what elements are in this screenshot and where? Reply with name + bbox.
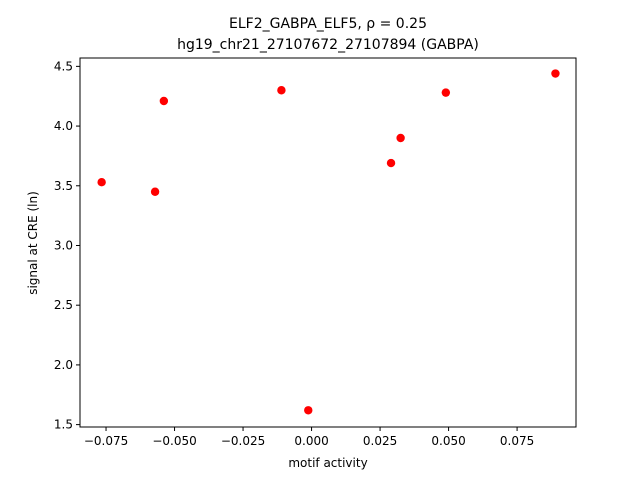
- data-point: [277, 86, 286, 95]
- y-tick-label: 4.0: [54, 119, 73, 133]
- x-tick-label: −0.025: [221, 434, 265, 448]
- y-tick-label: 4.5: [54, 59, 73, 73]
- y-tick-label: 3.5: [54, 179, 73, 193]
- data-point: [386, 158, 396, 168]
- data-point: [441, 88, 451, 97]
- y-axis-label: signal at CRE (ln): [26, 191, 40, 295]
- x-tick-label: 0.000: [294, 434, 328, 448]
- x-tick-label: −0.050: [152, 434, 196, 448]
- data-point: [159, 96, 169, 106]
- y-tick-label: 2.0: [54, 358, 73, 372]
- x-tick-label: −0.075: [84, 434, 128, 448]
- chart-title-line1: ELF2_GABPA_ELF5, ρ = 0.25: [229, 16, 427, 32]
- chart-title-line2: hg19_chr21_27107672_27107894 (GABPA): [177, 37, 479, 53]
- x-axis-label: motif activity: [288, 456, 367, 470]
- x-tick-label: 0.025: [363, 434, 397, 448]
- data-point: [396, 133, 405, 143]
- axes-frame: [79, 57, 577, 428]
- data-point: [150, 187, 160, 196]
- y-tick-label: 1.5: [54, 418, 73, 432]
- y-tick-label: 3.0: [54, 238, 73, 252]
- x-tick-label: 0.050: [431, 434, 465, 448]
- data-point: [304, 406, 313, 415]
- y-tick-label: 2.5: [54, 298, 73, 312]
- x-tick-label: 0.075: [500, 434, 534, 448]
- data-point: [551, 69, 560, 78]
- plot-area: −0.075 −0.050 −0.025 0.000 0.025 0.050 0.075 1.…: [54, 57, 577, 448]
- data-point: [97, 177, 106, 187]
